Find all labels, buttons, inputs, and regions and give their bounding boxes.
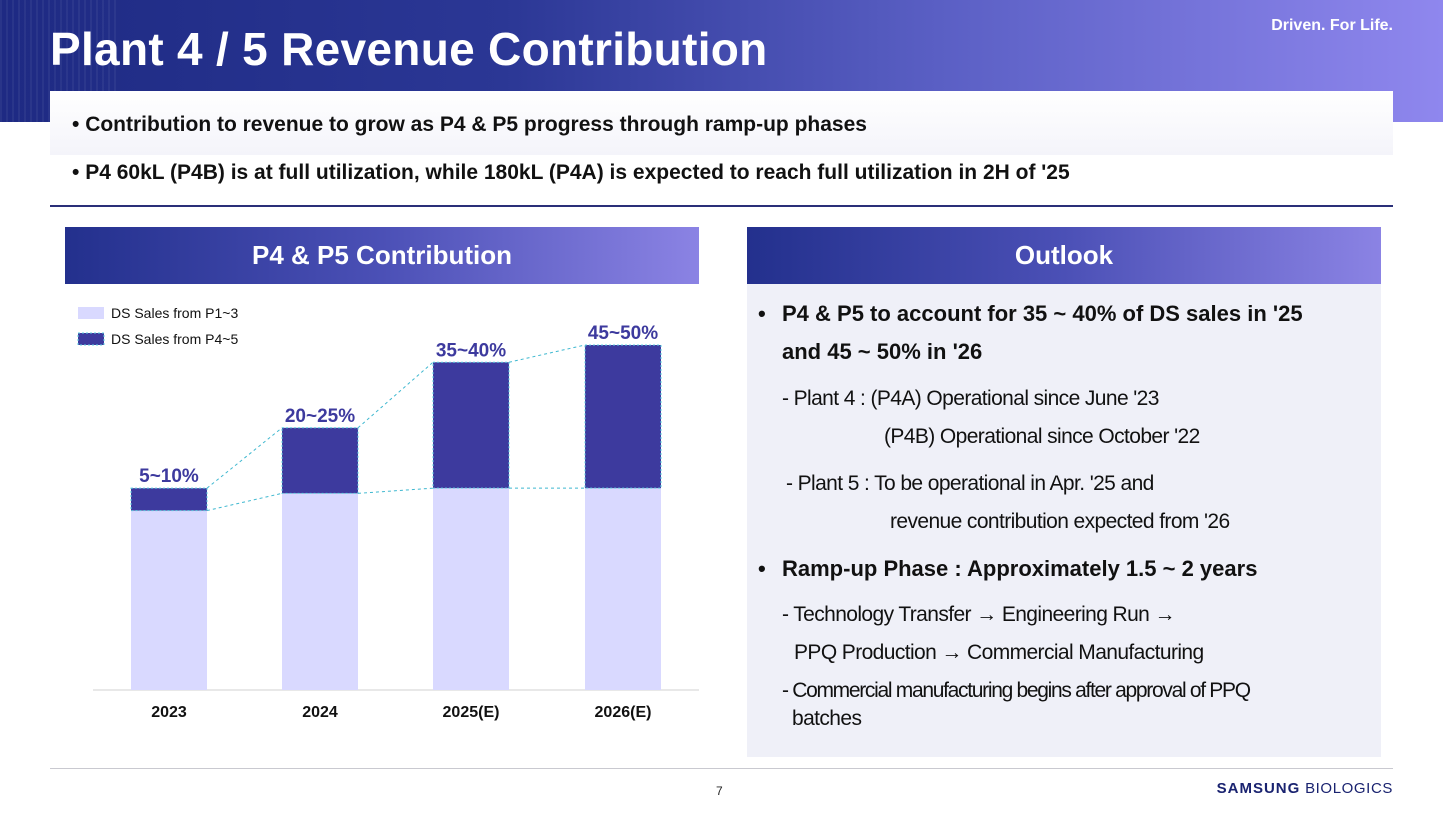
plant5-line-1: - Plant 5 : To be operational in Apr. '2… (786, 472, 1154, 495)
connector-top-2 (357, 361, 434, 429)
logo-biologics: BIOLOGICS (1305, 780, 1393, 797)
x-tick-label-4: 2026(E) (595, 704, 652, 721)
outlook-bullet-1-line-1: P4 & P5 to account for 35 ~ 40% of DS sa… (782, 301, 1303, 326)
contribution-panel-title: P4 & P5 Contribution (252, 240, 512, 270)
divider (50, 205, 1393, 207)
connector-mid-2 (357, 487, 434, 494)
page-number: 7 (716, 784, 723, 798)
summary-bullet-2-text: P4 60kL (P4B) is at full utilization, wh… (85, 161, 1070, 184)
legend-swatch-p4-5 (77, 332, 105, 346)
connector-top-1 (206, 427, 283, 489)
bar-p1-3-3 (433, 488, 509, 690)
plant4-line-1: - Plant 4 : (P4A) Operational since June… (782, 387, 1159, 410)
bar-p4-5-1 (130, 487, 208, 512)
data-label-4: 45~50% (588, 323, 658, 344)
footer-divider (50, 768, 1393, 769)
outlook-bullet-dot-2: • (758, 556, 766, 581)
commercial-line-2: batches (792, 707, 862, 730)
outlook-box (747, 284, 1381, 757)
bar-p4-5-4 (584, 344, 662, 489)
legend-swatch-p1-3 (78, 307, 104, 319)
chart-marks: 5~10% 2023 20~25% 2024 35~40% 2025(E) 45~50% 20… (130, 323, 662, 721)
connector-mid-1 (206, 492, 283, 512)
summary-bullet-2: • P4 60kL (P4B) is at full utilization, … (72, 161, 1070, 184)
x-tick-label-2: 2024 (302, 704, 338, 721)
outlook-bullet-1-line-2: and 45 ~ 50% in '26 (782, 339, 983, 364)
summary-bullet-1: • Contribution to revenue to grow as P4 … (72, 113, 867, 136)
summary-box-shade (50, 91, 1393, 155)
outlook-panel-header: Outlook (747, 227, 1381, 284)
outlook-bullet-2: Ramp-up Phase : Approximately 1.5 ~ 2 ye… (782, 556, 1258, 581)
x-tick-label-3: 2025(E) (443, 704, 500, 721)
connector-top-3 (508, 344, 586, 363)
data-label-1: 5~10% (139, 466, 199, 487)
bar-p4-5-2 (281, 427, 359, 494)
plant4-line-2: (P4B) Operational since October '22 (884, 425, 1200, 448)
outlook-panel-title: Outlook (1014, 240, 1114, 270)
tagline: Driven. For Life. (1271, 17, 1393, 34)
data-label-2: 20~25% (285, 406, 355, 427)
summary-bullet-1-text: Contribution to revenue to grow as P4 & … (85, 113, 867, 136)
legend-label-p1-3: DS Sales from P1~3 (111, 305, 238, 321)
bar-p1-3-1 (131, 510, 207, 690)
commercial-line-1: - Commercial manufacturing begins after … (782, 679, 1251, 702)
page-title: Plant 4 / 5 Revenue Contribution (50, 23, 768, 75)
rampup-line-1: - Technology Transfer → Engineering Run … (782, 603, 1176, 626)
bar-p4-5-3 (432, 361, 510, 489)
bar-p1-3-2 (282, 493, 358, 690)
logo-samsung: SAMSUNG (1216, 780, 1301, 797)
company-logo: SAMSUNG BIOLOGICS (1217, 780, 1393, 797)
contribution-panel-header: P4 & P5 Contribution (65, 227, 699, 284)
rampup-line-2: PPQ Production → Commercial Manufacturin… (794, 641, 1204, 664)
x-tick-label-1: 2023 (151, 704, 187, 721)
data-label-3: 35~40% (436, 340, 506, 361)
legend-label-p4-5: DS Sales from P4~5 (111, 331, 238, 347)
bar-p1-3-4 (585, 488, 661, 690)
contribution-chart: DS Sales from P1~3 DS Sales from P4~5 5~… (77, 305, 699, 721)
plant5-line-2: revenue contribution expected from '26 (890, 510, 1230, 533)
chart-legend: DS Sales from P1~3 DS Sales from P4~5 (77, 305, 238, 347)
outlook-bullet-dot-1: • (758, 301, 766, 326)
